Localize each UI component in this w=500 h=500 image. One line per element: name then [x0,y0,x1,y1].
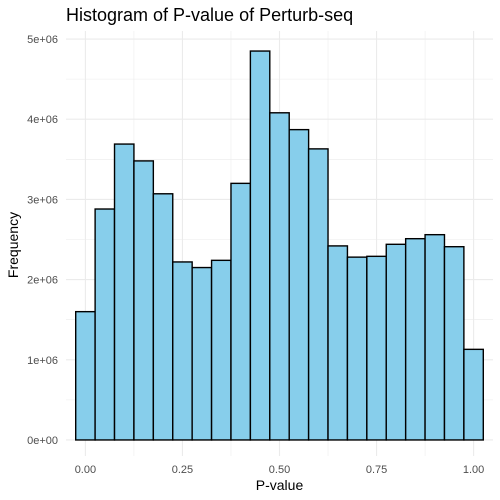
histogram-bar [463,348,484,441]
y-tick-label: 5e+06 [27,34,58,46]
histogram-bar [404,237,426,441]
y-tick-label: 1e+06 [27,355,58,367]
y-tick-label: 4e+06 [27,114,58,126]
histogram-bar [152,193,174,441]
histogram-bar [424,233,446,441]
histogram-bar [346,256,368,441]
histogram-bar [327,245,349,441]
histogram-bars [75,50,484,441]
histogram-bar [210,259,232,441]
histogram-bar [94,208,116,441]
histogram-bar [113,143,135,441]
histogram-bar [288,128,310,441]
x-tick-label: 0.50 [269,464,290,476]
y-tick-label: 3e+06 [27,194,58,206]
histogram-bar [75,310,96,441]
histogram-bar [249,50,271,441]
y-axis-title: Frequency [5,212,21,278]
histogram-bar [269,112,290,441]
histogram-bar [191,266,213,441]
histogram-bar [366,255,387,441]
x-tick-label: 1.00 [463,464,484,476]
histogram-bar [385,243,407,441]
histogram-bar [230,182,252,441]
histogram-bar [172,261,193,441]
x-tick-label: 0.00 [75,464,96,476]
chart-title: Histogram of P-value of Perturb-seq [66,5,353,25]
x-axis-ticks: 0.00 0.25 0.50 0.75 1.00 [75,464,485,476]
y-tick-label: 2e+06 [27,275,58,287]
x-tick-label: 0.75 [366,464,387,476]
histogram-bar [307,148,329,441]
x-tick-label: 0.25 [172,464,193,476]
y-tick-label: 0e+00 [27,435,58,447]
x-axis-title: P-value [256,477,304,493]
y-axis-ticks: 0e+00 1e+06 2e+06 3e+06 4e+06 5e+06 [27,34,58,447]
histogram-bar [443,246,465,441]
histogram-bar [133,160,155,441]
